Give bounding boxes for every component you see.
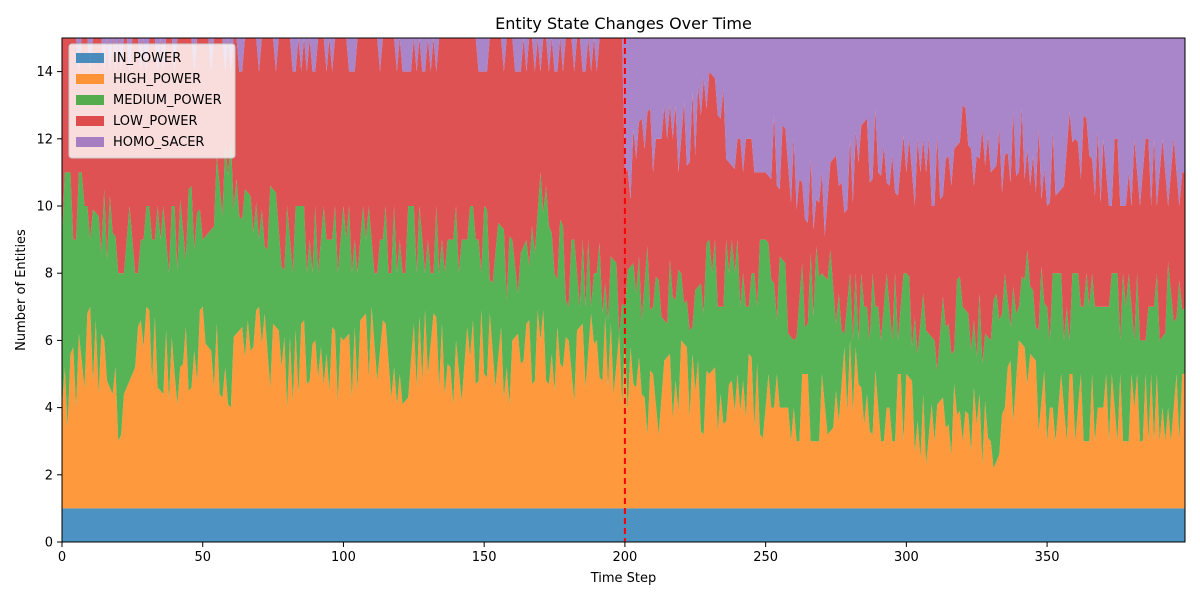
legend: IN_POWER HIGH_POWER MEDIUM_POWER LOW_POWER H… bbox=[68, 43, 236, 159]
legend-label: HOMO_SACER bbox=[113, 135, 204, 150]
y-axis-ticks: 0 2 4 6 8 10 12 14 bbox=[36, 65, 62, 551]
area-high-power bbox=[62, 306, 1185, 509]
x-tick-label: 350 bbox=[1035, 550, 1060, 565]
x-tick-label: 200 bbox=[612, 550, 637, 565]
y-tick-label: 8 bbox=[45, 267, 53, 282]
legend-swatch bbox=[76, 116, 104, 126]
y-tick-label: 12 bbox=[36, 132, 53, 147]
x-axis-label: Time Step bbox=[590, 571, 657, 586]
y-axis-label: Number of Entities bbox=[14, 229, 29, 351]
area-medium-power bbox=[62, 138, 1185, 469]
chart-title: Entity State Changes Over Time bbox=[495, 14, 752, 33]
area-in-power bbox=[62, 508, 1185, 542]
x-tick-label: 0 bbox=[58, 550, 66, 565]
x-tick-label: 150 bbox=[472, 550, 497, 565]
legend-swatch bbox=[76, 74, 104, 84]
legend-label: LOW_POWER bbox=[113, 114, 198, 129]
stacked-areas bbox=[62, 38, 1185, 542]
legend-label: HIGH_POWER bbox=[113, 72, 201, 87]
x-axis-ticks: 0 50 100 150 200 250 300 350 bbox=[58, 542, 1060, 565]
y-tick-label: 2 bbox=[45, 468, 53, 483]
x-tick-label: 250 bbox=[753, 550, 778, 565]
y-tick-label: 4 bbox=[45, 401, 53, 416]
legend-box bbox=[68, 43, 236, 159]
legend-swatch bbox=[76, 95, 104, 105]
area-homo-sacer bbox=[62, 38, 1185, 237]
x-tick-label: 100 bbox=[331, 550, 356, 565]
y-tick-label: 10 bbox=[36, 200, 53, 215]
area-low-power bbox=[62, 38, 1185, 371]
legend-swatch bbox=[76, 137, 104, 147]
x-tick-label: 300 bbox=[894, 550, 919, 565]
legend-swatch bbox=[76, 53, 104, 63]
plot-frame bbox=[61, 37, 1186, 543]
y-tick-label: 6 bbox=[45, 334, 53, 349]
y-tick-label: 14 bbox=[36, 65, 53, 80]
legend-label: IN_POWER bbox=[113, 51, 181, 66]
legend-label: MEDIUM_POWER bbox=[113, 93, 222, 108]
x-tick-label: 50 bbox=[194, 550, 211, 565]
y-tick-label: 0 bbox=[45, 536, 53, 551]
